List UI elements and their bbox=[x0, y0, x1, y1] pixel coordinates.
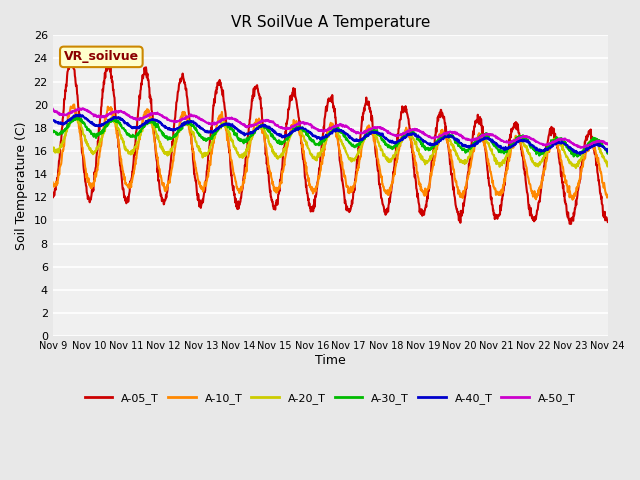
X-axis label: Time: Time bbox=[315, 354, 346, 367]
Title: VR SoilVue A Temperature: VR SoilVue A Temperature bbox=[230, 15, 430, 30]
Legend: A-05_T, A-10_T, A-20_T, A-30_T, A-40_T, A-50_T: A-05_T, A-10_T, A-20_T, A-30_T, A-40_T, … bbox=[80, 389, 580, 408]
Y-axis label: Soil Temperature (C): Soil Temperature (C) bbox=[15, 121, 28, 250]
Text: VR_soilvue: VR_soilvue bbox=[64, 50, 139, 63]
